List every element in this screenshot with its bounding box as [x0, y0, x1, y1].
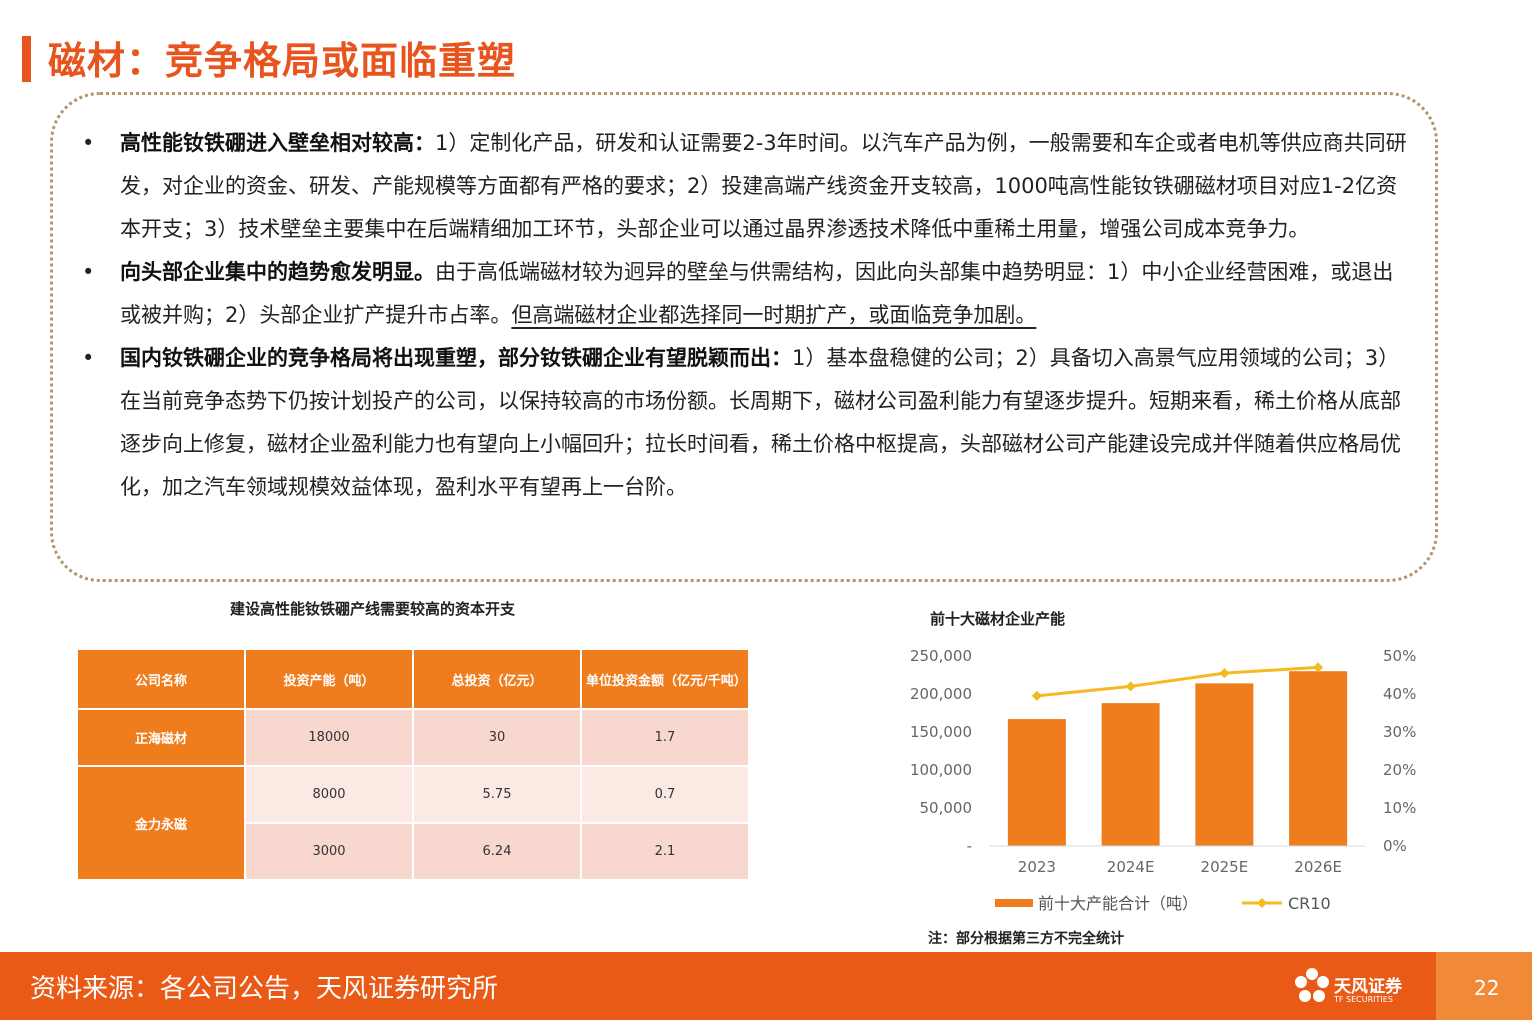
- table-cell: 1.7: [582, 710, 748, 765]
- table-row: 3000 6.24 2.1: [78, 824, 748, 879]
- y-tick-label-left: 100,000: [910, 761, 972, 779]
- table-cell: 2.1: [582, 824, 748, 879]
- table-title: 建设高性能钕铁硼产线需要较高的资本开支: [230, 600, 516, 618]
- logo-text: 天风证券: [1334, 977, 1402, 997]
- bullet-dot: •: [82, 131, 95, 155]
- bullet-item: • 国内钕铁硼企业的竞争格局将出现重塑，部分钕铁硼企业有望脱颖而出：1）基本盘稳…: [80, 337, 1410, 509]
- bullet-text: 由于高低端磁材较为迥异的壁垒与供需结构，因此向头部集中趋势明显：1）中小企业经营…: [120, 260, 1394, 327]
- table-header-row: 公司名称 投资产能（吨） 总投资（亿元） 单位投资金额（亿元/千吨）: [78, 650, 748, 708]
- y-tick-label-right: 40%: [1383, 685, 1416, 703]
- y-tick-label-right: 20%: [1383, 761, 1416, 779]
- chart-note: 注：部分根据第三方不完全统计: [928, 931, 1124, 947]
- x-tick-label: 2026E: [1294, 858, 1342, 876]
- table-cell: 6.24: [414, 824, 580, 879]
- legend-line-marker: [1257, 898, 1267, 908]
- capacity-chart: - 50,000 100,000 150,000 200,000 250,000 0% 10%…: [910, 647, 1416, 913]
- y-tick-label-right: 0%: [1383, 837, 1407, 855]
- company-cell: 正海磁材: [78, 710, 244, 765]
- bullet-dot: •: [82, 260, 95, 284]
- bullet-list: • 高性能钕铁硼进入壁垒相对较高：1）定制化产品，研发和认证需要2-3年时间。以…: [80, 122, 1410, 509]
- footer-bar: [0, 952, 1532, 1020]
- chart-title: 前十大磁材企业产能: [930, 610, 1066, 628]
- bullet-underlined-text: 但高端磁材企业都选择同一时期扩产，或面临竞争加剧。: [511, 303, 1037, 327]
- summary-box: [50, 92, 1438, 582]
- capacity-bar: [1195, 683, 1254, 846]
- table-row: 正海磁材 18000 30 1.7: [78, 710, 748, 765]
- y-tick-label-right: 50%: [1383, 647, 1416, 665]
- table-cell: 0.7: [582, 767, 748, 822]
- bullet-text: 1）基本盘稳健的公司；2）具备切入高景气应用领域的公司；3）在当前竞争态势下仍按…: [120, 346, 1401, 499]
- capacity-bar: [1007, 719, 1066, 846]
- cr10-point: [1313, 662, 1324, 673]
- y-tick-label-right: 10%: [1383, 799, 1416, 817]
- legend-line-label: CR10: [1288, 894, 1331, 913]
- cr10-line: [1036, 665, 1319, 698]
- page-title: 磁材：竞争格局或面临重塑: [48, 39, 517, 83]
- y-tick-label-left: -: [967, 837, 972, 855]
- table-header-cell: 单位投资金额（亿元/千吨）: [582, 650, 748, 708]
- bullet-heading: 高性能钕铁硼进入壁垒相对较高：: [120, 131, 435, 155]
- legend-bar-label: 前十大产能合计（吨）: [1038, 894, 1198, 913]
- capex-table: 公司名称 投资产能（吨） 总投资（亿元） 单位投资金额（亿元/千吨） 正海磁材 …: [76, 648, 750, 881]
- y-tick-label-left: 250,000: [910, 647, 972, 665]
- table-cell: 8000: [246, 767, 412, 822]
- y-tick-label-left: 150,000: [910, 723, 972, 741]
- table-cell: 18000: [246, 710, 412, 765]
- cr10-point: [1031, 690, 1042, 701]
- bullet-text: 1）定制化产品，研发和认证需要2-3年时间。以汽车产品为例，一般需要和车企或者电…: [120, 131, 1407, 241]
- footer-shade: [1436, 952, 1532, 1020]
- source-text: 资料来源：各公司公告，天风证券研究所: [30, 974, 499, 1004]
- legend-bar-swatch: [995, 899, 1033, 907]
- bullet-heading: 国内钕铁硼企业的竞争格局将出现重塑，部分钕铁硼企业有望脱颖而出：: [120, 346, 792, 370]
- table-row: 金力永磁 8000 5.75 0.7: [78, 767, 748, 879]
- cr10-point: [1125, 681, 1136, 692]
- page-number: 22: [1474, 976, 1500, 1000]
- table-header-cell: 总投资（亿元）: [414, 650, 580, 708]
- x-tick-label: 2024E: [1107, 858, 1155, 876]
- x-tick-label: 2023: [1018, 858, 1056, 876]
- x-tick-label: 2025E: [1201, 858, 1249, 876]
- table-cell: 30: [414, 710, 580, 765]
- title-accent-bar: [22, 36, 31, 82]
- y-tick-label-left: 50,000: [920, 799, 973, 817]
- table-cell: 5.75: [414, 767, 580, 822]
- bullet-dot: •: [82, 346, 95, 370]
- company-cell: 金力永磁: [78, 767, 244, 879]
- capacity-bar: [1289, 671, 1348, 846]
- bullet-item: • 向头部企业集中的趋势愈发明显。由于高低端磁材较为迥异的壁垒与供需结构，因此向…: [80, 251, 1410, 337]
- y-tick-label-left: 200,000: [910, 685, 972, 703]
- cr10-point: [1219, 668, 1230, 679]
- capacity-bar: [1101, 703, 1160, 846]
- tf-logo-icon: [1295, 968, 1329, 1002]
- bullet-item: • 高性能钕铁硼进入壁垒相对较高：1）定制化产品，研发和认证需要2-3年时间。以…: [80, 122, 1410, 251]
- y-tick-label-right: 30%: [1383, 723, 1416, 741]
- table-header-cell: 投资产能（吨）: [246, 650, 412, 708]
- bullet-heading: 向头部企业集中的趋势愈发明显。: [120, 260, 435, 284]
- logo-subtext: TF SECURITIES: [1334, 995, 1393, 1004]
- table-cell: 3000: [246, 824, 412, 879]
- table-header-cell: 公司名称: [78, 650, 244, 708]
